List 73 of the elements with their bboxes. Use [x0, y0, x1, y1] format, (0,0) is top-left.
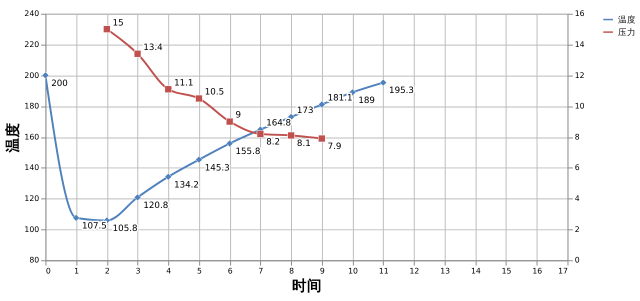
- y2-tick-label: 2: [574, 224, 580, 234]
- y-tick-label: 120: [24, 194, 40, 204]
- data-label: 11.1: [174, 78, 194, 88]
- point: [164, 173, 172, 180]
- point: [195, 94, 203, 102]
- data-label: 15: [112, 18, 124, 28]
- point: [42, 72, 50, 80]
- y-tick-label: 100: [24, 224, 40, 234]
- point: [72, 214, 80, 222]
- x-tick-label: 8: [289, 266, 294, 276]
- data-label: 189: [358, 96, 375, 106]
- point: [195, 156, 203, 164]
- x-axis-title: 时间: [292, 278, 322, 295]
- y-tick-label: 220: [24, 40, 40, 49]
- data-label: 10.5: [204, 88, 224, 98]
- point: [226, 118, 234, 126]
- data-label: 155.8: [235, 147, 260, 158]
- x-tick-label: 13: [440, 266, 450, 276]
- legend-label: 压力: [618, 27, 636, 38]
- point: [287, 132, 295, 140]
- x-tick-label: 7: [258, 266, 264, 276]
- x-tick-label: 2: [104, 266, 110, 276]
- point: [226, 140, 234, 148]
- x-tick-label: 4: [166, 266, 172, 276]
- data-label: 9: [235, 110, 242, 121]
- y2-tick-label: 0: [574, 256, 580, 265]
- point: [134, 194, 142, 202]
- x-tick-label: 12: [410, 266, 420, 276]
- data-label: 120.8: [143, 201, 168, 212]
- data-label: 145.3: [204, 163, 230, 174]
- y-tick-label: 180: [24, 102, 40, 111]
- point: [380, 78, 387, 86]
- x-tick-label: 14: [470, 266, 481, 276]
- y-tick-label: 140: [24, 163, 40, 172]
- data-label: 107.5: [82, 222, 107, 232]
- y2-tick-label: 14: [574, 40, 585, 49]
- data-label: 13.4: [143, 42, 164, 53]
- y2-tick-label: 4: [574, 194, 580, 204]
- x-tick-label: 9: [320, 266, 325, 276]
- y2-tick-label: 10: [574, 102, 585, 111]
- x-tick-label: 0: [46, 266, 51, 276]
- x-tick-label: 17: [558, 266, 568, 276]
- x-tick-label: 15: [502, 266, 512, 276]
- y-tick-label: 160: [24, 132, 40, 142]
- y-tick-label: 240: [24, 9, 40, 18]
- x-tick-label: 5: [197, 266, 202, 276]
- y-tick-label: 80: [29, 256, 40, 265]
- data-label: 7.9: [328, 142, 342, 152]
- point: [256, 130, 264, 138]
- x-tick-label: 10: [348, 266, 358, 276]
- legend-label: 温度: [618, 14, 636, 26]
- x-tick-label: 6: [228, 266, 233, 276]
- data-label: 134.2: [174, 180, 199, 190]
- data-label: 195.3: [389, 86, 414, 96]
- y2-tick-label: 8: [574, 132, 580, 142]
- x-tick-label: 11: [378, 266, 389, 276]
- x-tick-label: 16: [532, 266, 542, 276]
- y2-tick-label: 6: [574, 163, 580, 172]
- point: [318, 100, 326, 108]
- y2-tick-label: 16: [574, 9, 585, 18]
- y2-tick-label: 12: [574, 70, 585, 80]
- x-tick-label: 1: [74, 266, 80, 276]
- y-tick-label: 200: [24, 70, 40, 80]
- data-label: 8.1: [296, 139, 311, 150]
- x-tick-label: 3: [136, 266, 141, 276]
- point: [318, 134, 326, 142]
- point: [164, 86, 172, 93]
- data-label: 105.8: [112, 224, 138, 234]
- point: [134, 50, 142, 58]
- data-label: 8.2: [266, 138, 280, 148]
- data-label: 200: [51, 79, 68, 89]
- point: [103, 25, 111, 33]
- y-axis-title: 温度: [4, 122, 22, 154]
